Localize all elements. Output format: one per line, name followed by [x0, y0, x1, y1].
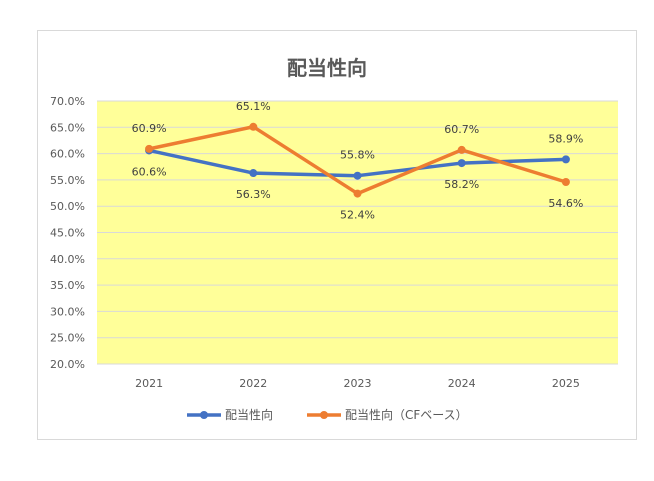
chart-title: 配当性向 [287, 56, 367, 80]
gridlines [97, 100, 618, 365]
data-point [561, 155, 570, 164]
data-point [457, 159, 466, 168]
data-label: 54.6% [548, 197, 583, 210]
legend-marker-2 [320, 411, 328, 419]
y-tick-label: 35.0% [50, 279, 85, 292]
y-tick-label: 20.0% [50, 358, 85, 371]
data-label: 58.2% [444, 178, 479, 191]
data-point [249, 122, 258, 131]
y-tick-label: 25.0% [50, 332, 85, 345]
y-tick-label: 30.0% [50, 305, 85, 318]
data-point [353, 171, 362, 180]
data-label: 56.3% [236, 188, 271, 201]
legend: 配当性向 配当性向（CFベース） [187, 407, 468, 422]
legend-marker-1 [200, 411, 208, 419]
y-tick-label: 55.0% [50, 174, 85, 187]
data-label: 60.7% [444, 123, 479, 136]
data-point [457, 145, 466, 154]
x-tick-label: 2022 [239, 377, 267, 390]
series-lines [145, 122, 570, 198]
y-tick-label: 70.0% [50, 95, 85, 108]
legend-label-2: 配当性向（CFベース） [345, 407, 468, 422]
x-axis: 2021 2022 2023 2024 2025 [135, 377, 580, 390]
x-tick-label: 2024 [448, 377, 476, 390]
data-label: 55.8% [340, 149, 375, 162]
legend-label-1: 配当性向 [225, 407, 273, 422]
data-label: 58.9% [548, 132, 583, 145]
x-tick-label: 2023 [344, 377, 372, 390]
data-label: 52.4% [340, 209, 375, 222]
data-point [145, 144, 154, 153]
data-label: 60.9% [132, 122, 167, 135]
data-point [353, 189, 362, 198]
data-label: 60.6% [132, 165, 167, 178]
data-point [249, 169, 258, 178]
y-axis: 20.0% 25.0% 30.0% 35.0% 40.0% 45.0% 50.0% 55.0%… [50, 95, 85, 371]
y-tick-label: 45.0% [50, 227, 85, 240]
data-point [561, 178, 570, 187]
x-tick-label: 2025 [552, 377, 580, 390]
y-tick-label: 40.0% [50, 253, 85, 266]
y-tick-label: 65.0% [50, 121, 85, 134]
x-tick-label: 2021 [135, 377, 163, 390]
y-tick-label: 50.0% [50, 200, 85, 213]
data-label: 65.1% [236, 100, 271, 113]
data-labels: 60.9% 60.6% 65.1% 56.3% 55.8% 52.4% 60.7% 58.2%… [132, 100, 584, 222]
y-tick-label: 60.0% [50, 148, 85, 161]
